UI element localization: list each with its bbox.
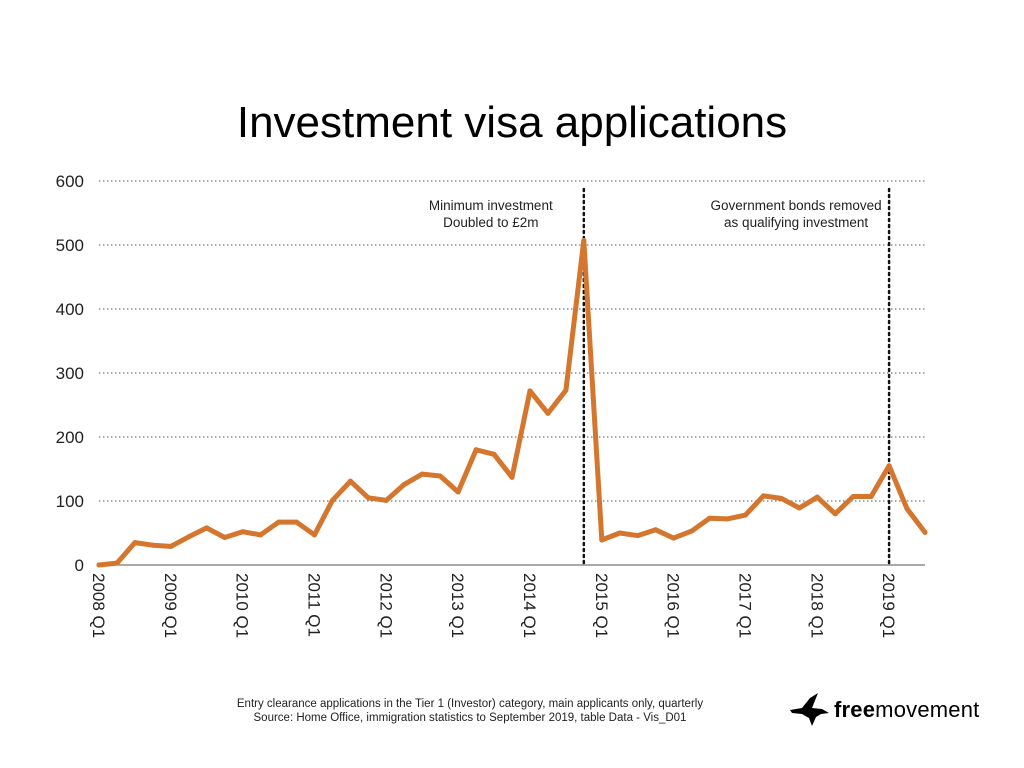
data-point (258, 532, 264, 538)
data-point (168, 543, 174, 549)
data-point (419, 471, 425, 477)
data-point (473, 447, 479, 453)
annotation-label: as qualifying investment (724, 215, 868, 230)
data-point (437, 473, 443, 479)
annotation-label: Minimum investment (429, 198, 553, 213)
y-tick-label: 0 (75, 556, 84, 575)
annotation-label: Doubled to £2m (443, 215, 538, 230)
y-tick-label: 100 (56, 492, 84, 511)
data-point (114, 560, 120, 566)
series-line (96, 238, 928, 568)
x-tick-label: 2014 Q1 (520, 573, 539, 638)
line-chart: 0 100 200 300 400 500 600 2008 Q1 2009 Q1 2010 Q1… (56, 172, 928, 638)
y-tick-label: 200 (56, 428, 84, 447)
data-point (653, 527, 659, 533)
data-point (796, 505, 802, 511)
footnote-description: Entry clearance applications in the Tier… (236, 698, 704, 710)
y-tick-label: 600 (56, 172, 84, 191)
data-point (527, 388, 533, 394)
x-tick-label: 2011 Q1 (304, 573, 323, 637)
x-tick-label: 2009 Q1 (161, 573, 180, 638)
data-point (509, 474, 515, 480)
data-point (132, 540, 138, 546)
data-point (868, 494, 874, 500)
data-point (150, 542, 156, 548)
data-point (383, 497, 389, 503)
x-tick-label: 2018 Q1 (807, 573, 826, 638)
y-tick-label: 500 (56, 236, 84, 255)
x-tick-label: 2008 Q1 (89, 573, 108, 638)
data-point (240, 529, 246, 535)
brand-name-regular: movement (875, 697, 980, 722)
x-tick-label: 2010 Q1 (233, 573, 252, 638)
data-point (635, 533, 641, 539)
chart-title: Investment visa applications (236, 98, 788, 147)
annotation-label: Government bonds removed (711, 198, 882, 213)
data-point (563, 387, 569, 393)
data-point (707, 515, 713, 521)
x-tick-label: 2013 Q1 (448, 573, 467, 638)
data-point (922, 529, 928, 535)
data-point (455, 489, 461, 495)
brand-name-bold: free (834, 697, 876, 722)
chart-footnote: Entry clearance applications in the Tier… (190, 697, 750, 725)
x-tick-label: 2019 Q1 (879, 573, 898, 638)
data-point (904, 506, 910, 512)
data-point (671, 535, 677, 541)
y-tick-label: 400 (56, 300, 84, 319)
data-point (850, 494, 856, 500)
data-point (581, 238, 587, 244)
data-point (347, 478, 353, 484)
data-point (814, 494, 820, 500)
data-point (96, 562, 102, 568)
data-point (311, 532, 317, 538)
data-point (724, 516, 730, 522)
x-tick-label: 2015 Q1 (592, 573, 611, 638)
data-point (294, 519, 300, 525)
freemovement-logo: freemovement (788, 688, 979, 732)
y-tick-label: 300 (56, 364, 84, 383)
x-tick-label: 2012 Q1 (376, 573, 395, 638)
data-point (329, 497, 335, 503)
data-point (545, 410, 551, 416)
data-point (276, 519, 282, 525)
data-point (886, 463, 892, 469)
brand-name: freemovement (834, 697, 979, 723)
data-point (778, 495, 784, 501)
data-point (617, 530, 623, 536)
data-point (204, 525, 210, 531)
data-point (689, 528, 695, 534)
data-point (365, 495, 371, 501)
x-tick-label: 2016 Q1 (664, 573, 683, 638)
footnote-source: Source: Home Office, immigration statist… (253, 712, 687, 724)
data-point (401, 481, 407, 487)
x-tick-label: 2017 Q1 (735, 573, 754, 638)
data-point (222, 534, 228, 540)
data-point (491, 451, 497, 457)
data-point (742, 512, 748, 518)
data-point (186, 534, 192, 540)
data-point (832, 511, 838, 517)
data-point (760, 493, 766, 499)
bird-icon (790, 693, 829, 726)
data-point (599, 537, 605, 543)
